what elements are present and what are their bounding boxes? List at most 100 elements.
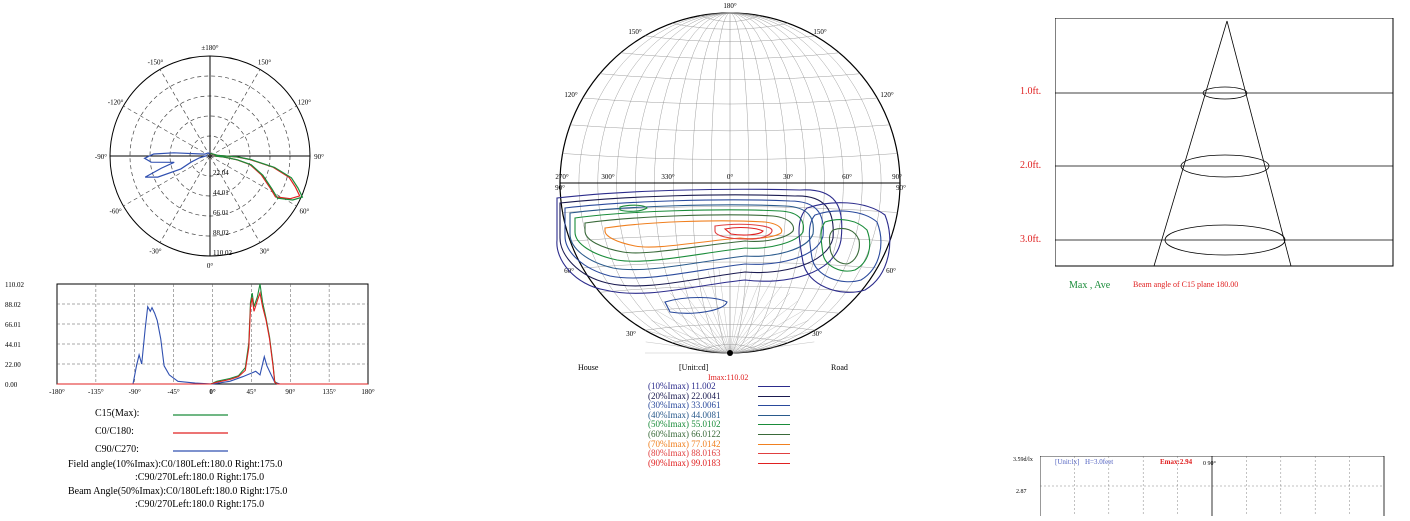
polar-curve-c90: [143, 152, 211, 178]
contour-legend-swatch: [758, 424, 790, 426]
iso-nadir-ray: [729, 279, 773, 354]
iso-contour-10: [556, 188, 843, 294]
contour-legend-swatch: [758, 434, 790, 435]
contour-legend-swatch: [758, 453, 790, 455]
linear-x-tick: 90°: [285, 388, 295, 396]
contour-legend-row: (80%Imax) 88.0163: [648, 448, 790, 458]
legend-label: C0/C180:: [95, 426, 134, 437]
polar-spoke: [159, 69, 211, 157]
iso-nadir-ray: [729, 310, 804, 354]
polar-spoke: [209, 69, 261, 157]
illum-emax: Emax:2.94: [1160, 458, 1193, 466]
field-angle-line1: Field angle(10%Imax):C0/180Left:180.0 Ri…: [68, 459, 283, 470]
cone-label-3: 3.0ft.: [1020, 234, 1042, 245]
polar-chart: ±180° 150° 120° 90° 60° 30° 0° -30° -60° -90° -120…: [90, 10, 330, 280]
iso-label-l150: 150°: [628, 28, 642, 36]
imax-label: Imax:110.02: [708, 373, 749, 382]
contour-legend-row: (10%Imax) 11.002: [648, 381, 790, 391]
iso-nadir-ray: [729, 292, 791, 354]
iso-nadir-ray: [651, 320, 731, 354]
legend-item-c15: C15(Max):: [95, 408, 139, 419]
legend-label: C90/C270:: [95, 444, 139, 455]
linear-y-tick: 88.02: [5, 301, 21, 309]
linear-y-tick: 44.01: [5, 341, 21, 349]
iso-horizon-label: 60°: [842, 173, 852, 181]
contour-legend-row: (40%Imax) 44.0081: [648, 410, 790, 420]
polar-radial-label: 22.04: [213, 169, 229, 177]
unit-label: [Unit:cd]: [679, 363, 709, 372]
iso-nadir-ray: [687, 279, 731, 354]
contour-legend-row: (70%Imax) 77.0142: [648, 439, 790, 449]
linear-x-tick: 180°: [361, 388, 375, 396]
iso-nadir-ray: [729, 330, 813, 354]
polar-spoke: [209, 155, 297, 207]
polar-angle-label: 120°: [298, 99, 312, 107]
polar-angle-label: -150°: [148, 59, 164, 67]
contour-legend-swatch: [758, 414, 790, 416]
linear-y-tick: 66.01: [5, 321, 21, 329]
contour-legend-swatch: [758, 386, 790, 387]
beam-angle-line1: Beam Angle(50%Imax):C0/180Left:180.0 Rig…: [68, 486, 288, 497]
illum-y-2: 2.87: [1016, 489, 1027, 495]
legend-label: C15(Max):: [95, 408, 140, 419]
polar-spoke: [209, 105, 297, 157]
iso-contour-10: [798, 202, 891, 293]
linear-x-tick: -90°: [129, 388, 141, 396]
iso-nadir-ray: [729, 270, 753, 354]
iso-nadir-ray: [678, 285, 731, 354]
beam-angle-line2: :C90/270Left:180.0 Right:175.0: [135, 499, 265, 510]
linear-y-tick: 22.00: [5, 361, 21, 369]
polar-radial-label: 110.02: [213, 249, 232, 257]
iso-contour-60: [584, 214, 795, 254]
iso-nadir-ray: [729, 274, 763, 354]
polar-angle-label: 60°: [299, 208, 309, 216]
cone-ellipse-2: [1180, 154, 1270, 178]
polar-angle-label: -30°: [149, 247, 161, 255]
iso-horizon-label: 30°: [783, 173, 793, 181]
linear-x-tick: -135°: [88, 388, 104, 396]
iso-nadir-ray: [645, 341, 731, 354]
contour-legend: (10%Imax) 11.002 (20%Imax) 22.0041 (30%Ima…: [648, 381, 798, 481]
iso-contour-70: [604, 220, 783, 248]
linear-curve-c0: [57, 291, 368, 385]
iso-nadir-ray: [647, 330, 731, 354]
iso-horizon-label: 300°: [601, 173, 615, 181]
polar-angle-label: -90°: [95, 153, 107, 161]
polar-angle-label: -60°: [110, 208, 122, 216]
polar-angle-label: 30°: [260, 247, 270, 255]
linear-x-tick: 0°: [209, 388, 216, 396]
cone-edge-left: [1153, 20, 1228, 267]
iso-nadir-ray: [697, 274, 731, 354]
polar-spoke: [159, 155, 211, 243]
polar-radial-label: 88.02: [213, 229, 229, 237]
polar-chart-svg: ±180° 150° 120° 90° 60° 30° 0° -30° -60° -90° -120…: [95, 44, 324, 270]
linear-curve-c90: [57, 304, 368, 385]
contour-legend-row: (20%Imax) 22.0041: [648, 391, 790, 401]
legend-item-c0: C0/C180:: [95, 426, 134, 437]
legend-swatches: [173, 414, 228, 452]
cone-ellipse-3: [1164, 224, 1286, 256]
iso-horizon-label: 90°: [892, 173, 902, 181]
iso-label-r150: 150°: [813, 28, 827, 36]
iso-nadir-ray: [729, 341, 815, 354]
illum-zero-label: 0 90°: [1203, 461, 1216, 467]
contour-legend-swatch: [758, 405, 790, 407]
iso-label-r90: 90°: [896, 184, 906, 192]
cone-edge-right: [1226, 20, 1292, 267]
iso-contour-30: [564, 199, 824, 279]
iso-label-r120: 120°: [880, 91, 894, 99]
iso-contour-40: [569, 204, 814, 271]
iso-nadir-ray: [729, 285, 782, 354]
polar-spoke: [123, 155, 211, 207]
iso-nadir-ray: [669, 292, 731, 354]
polar-radial-label: 66.01: [213, 209, 229, 217]
linear-y-tick: 110.02: [5, 281, 24, 289]
iso-contour-50: [619, 204, 648, 212]
iso-contour-50: [820, 219, 871, 272]
linear-x-tick: 135°: [322, 388, 336, 396]
polar-angle-label: -120°: [108, 99, 124, 107]
illum-y-top: 3.59d/lx: [1013, 457, 1033, 463]
beam-angle-label: Beam angle of C15 plane 180.00: [1133, 280, 1239, 289]
iso-contour-90: [723, 226, 764, 236]
cone-label-1: 1.0ft.: [1020, 86, 1042, 97]
